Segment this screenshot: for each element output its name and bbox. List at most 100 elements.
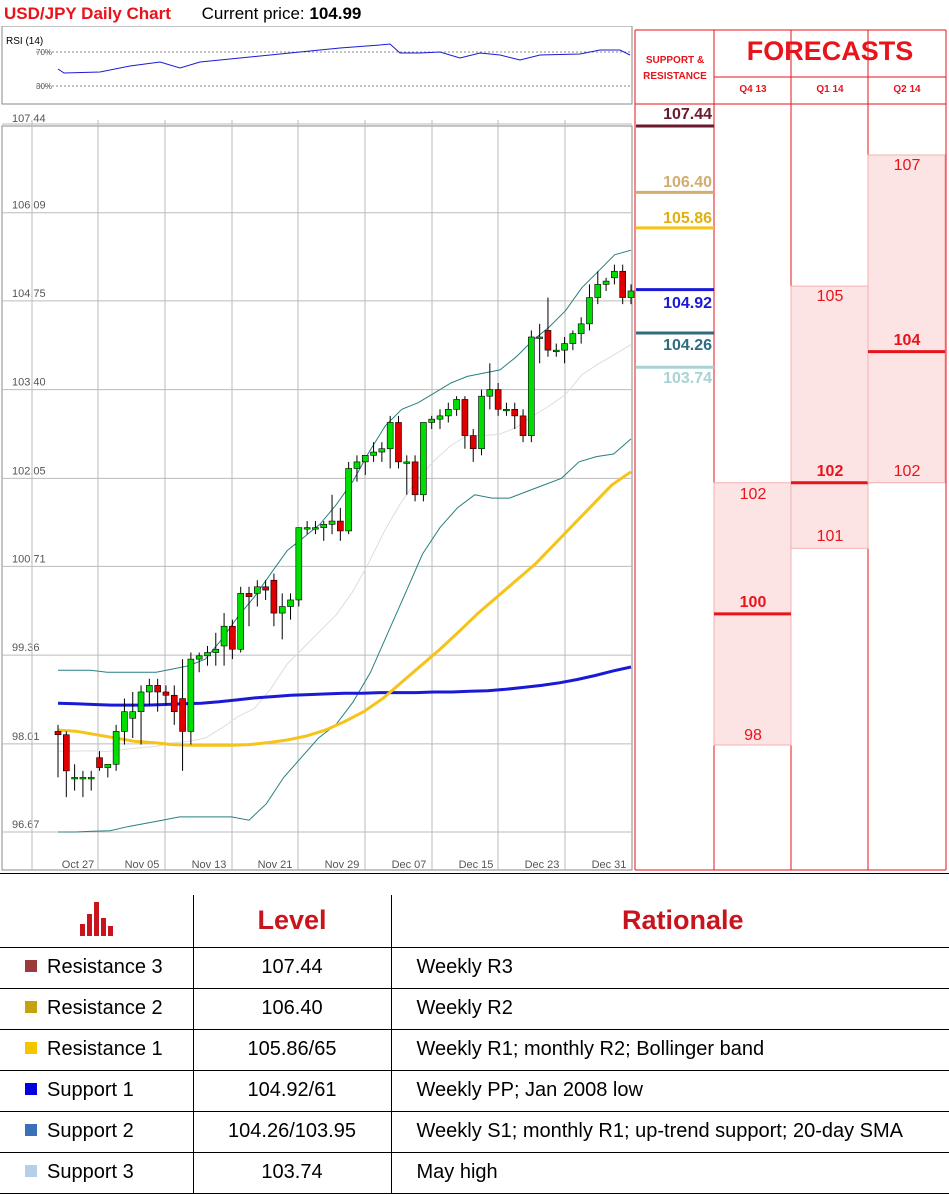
- levels-table: Level Rationale Resistance 3 107.44 Week…: [0, 895, 949, 1194]
- candle-body: [386, 422, 394, 450]
- candle-body: [395, 422, 402, 463]
- sr-label-support1: 104.92: [663, 295, 712, 312]
- candle-body: [478, 395, 485, 450]
- candle-body: [453, 399, 460, 410]
- x-tick-label: Nov 05: [125, 859, 160, 871]
- price-plot-frame: [1, 125, 633, 871]
- row-name: Support 2: [47, 1120, 134, 1142]
- resistance3-swatch: [25, 959, 37, 972]
- candle-body: [536, 336, 543, 339]
- resistance2-swatch: [25, 1000, 37, 1013]
- candle-body: [486, 389, 494, 397]
- candle-body: [187, 658, 195, 732]
- candle-body: [320, 524, 328, 528]
- forecast-period-q1-14: Q1 14: [816, 84, 844, 95]
- row-name: Support 1: [47, 1079, 134, 1101]
- row-level: 105.86/65: [193, 1029, 392, 1071]
- current-price-value: 104.99: [309, 4, 362, 23]
- bar-chart-icon: [80, 901, 114, 936]
- row-level: 104.92/61: [193, 1070, 392, 1112]
- row-name-cell: Support 3: [0, 1152, 194, 1194]
- x-tick-label: Oct 27: [62, 859, 94, 871]
- table-row: Resistance 3 107.44 Weekly R3: [0, 947, 949, 989]
- row-name: Resistance 3: [47, 956, 163, 978]
- y-tick-label: 107.44: [12, 113, 46, 125]
- sr-title-line1: SUPPORT &: [645, 55, 705, 66]
- candle-body: [121, 711, 128, 732]
- candle-body: [378, 448, 386, 453]
- y-tick-label: 102.05: [12, 465, 46, 477]
- forecast-q1-high: 105: [816, 288, 844, 305]
- candle-body: [544, 330, 552, 351]
- rsi-line: [57, 43, 631, 74]
- candle-body: [428, 418, 435, 423]
- row-rationale: Weekly R3: [391, 947, 949, 989]
- candle-body: [469, 435, 477, 450]
- candle-body: [411, 461, 419, 496]
- row-name-cell: Resistance 2: [0, 988, 194, 1030]
- candle-body: [162, 691, 170, 696]
- candle-body: [503, 409, 510, 412]
- sr-label-support2: 104.26: [663, 337, 712, 354]
- sr-label-resistance3: 107.44: [663, 106, 712, 123]
- candle-body: [420, 422, 427, 496]
- candle-body: [104, 763, 112, 768]
- candle-body: [254, 586, 261, 594]
- row-level: 107.44: [193, 947, 392, 989]
- row-name-cell: Support 2: [0, 1111, 194, 1153]
- row-rationale: Weekly PP; Jan 2008 low: [391, 1070, 949, 1112]
- candle-body: [361, 455, 369, 463]
- row-name: Support 3: [47, 1161, 134, 1183]
- candle-body: [353, 461, 361, 469]
- candle-body: [611, 270, 618, 279]
- forecast-q1-low: 101: [816, 528, 844, 545]
- candle-body: [586, 297, 593, 325]
- row-level: 106.40: [193, 988, 392, 1030]
- sma-yellow-line: [57, 470, 632, 747]
- forecast-range-box: [790, 285, 869, 549]
- candle-body: [154, 685, 161, 693]
- forecast-q2-low: 102: [893, 463, 921, 480]
- table-row: Support 3 103.74 May high: [0, 1152, 949, 1194]
- table-row: Resistance 1 105.86/65 Weekly R1; monthl…: [0, 1029, 949, 1071]
- candle-body: [577, 323, 585, 335]
- chart-title: USD/JPY Daily Chart: [4, 4, 171, 23]
- candle-body: [220, 625, 228, 647]
- table-top-rule: [0, 873, 949, 874]
- y-tick-label: 103.40: [12, 377, 46, 389]
- table-row: Support 1 104.92/61 Weekly PP; Jan 2008 …: [0, 1070, 949, 1112]
- support1-swatch: [25, 1082, 37, 1095]
- sma-blue-line: [57, 665, 632, 707]
- candle-body: [179, 698, 186, 732]
- candle-body: [312, 527, 319, 530]
- candle-body: [403, 461, 411, 464]
- current-price-label: Current price:: [201, 4, 305, 23]
- rsi-30-label: 30%: [36, 82, 52, 91]
- candle-body: [146, 685, 153, 693]
- row-name-cell: Resistance 1: [0, 1029, 194, 1071]
- x-tick-label: Dec 23: [525, 859, 560, 871]
- forecast-period-q4-13: Q4 13: [739, 84, 767, 95]
- candle-body: [370, 451, 377, 456]
- candle-body: [96, 757, 103, 768]
- sr-title-line2: RESISTANCE: [643, 71, 707, 82]
- candle-body: [461, 399, 469, 436]
- sr-panel-title: SUPPORT & RESISTANCE: [637, 53, 713, 85]
- resistance1-swatch: [25, 1041, 37, 1054]
- sr-label-support3: 103.74: [663, 370, 712, 387]
- forecast-q4-high: 102: [739, 486, 767, 503]
- row-name-cell: Resistance 3: [0, 947, 194, 989]
- candle-body: [552, 349, 560, 352]
- y-tick-label: 99.36: [12, 642, 40, 654]
- candle-body: [528, 336, 535, 436]
- support2-swatch: [25, 1123, 37, 1136]
- y-tick-label: 98.01: [12, 731, 40, 743]
- x-tick-label: Nov 21: [258, 859, 293, 871]
- sr-label-resistance1: 105.86: [663, 210, 712, 227]
- candle-body: [262, 586, 269, 591]
- row-rationale: Weekly R2: [391, 988, 949, 1030]
- table-header-level: Level: [193, 895, 392, 948]
- candle-body: [436, 415, 444, 420]
- forecast-q1-mid: 102: [816, 463, 844, 480]
- candle-body: [237, 593, 244, 650]
